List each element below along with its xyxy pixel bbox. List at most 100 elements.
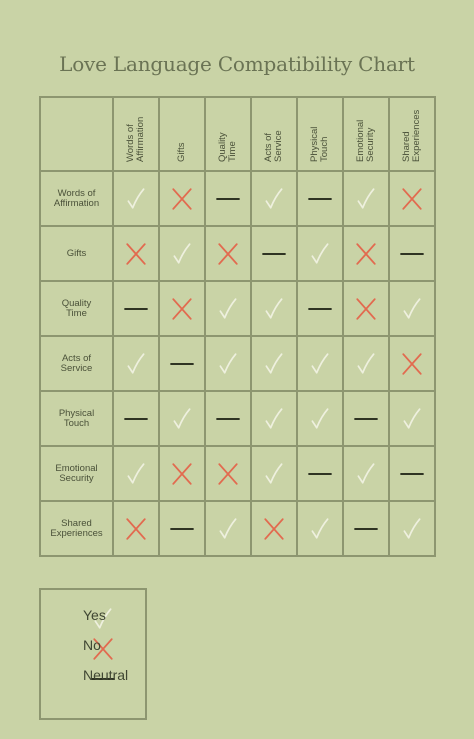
grid-cell xyxy=(158,390,206,447)
grid-cell xyxy=(158,225,206,282)
grid-cell xyxy=(250,170,298,227)
grid-cell xyxy=(388,335,436,392)
dash-icon xyxy=(160,517,204,541)
dash-icon xyxy=(160,352,204,376)
cross-icon xyxy=(390,352,434,376)
dash-icon xyxy=(390,242,434,266)
legend-item-neutral: Neutral xyxy=(41,664,145,688)
column-header: Emotional Security xyxy=(342,96,390,172)
grid-row: Quality Time xyxy=(39,280,436,337)
cross-icon xyxy=(160,297,204,321)
cross-icon xyxy=(344,242,388,266)
row-header: Emotional Security xyxy=(39,445,114,502)
legend: Yes No Neutral xyxy=(39,588,147,720)
cross-icon xyxy=(206,242,250,266)
column-header: Shared Experiences xyxy=(388,96,436,172)
column-header: Words of Affirmation xyxy=(112,96,160,172)
grid-cell xyxy=(250,280,298,337)
header-row: Words of Affirmation Gifts Quality Time … xyxy=(39,96,436,172)
check-icon xyxy=(160,407,204,431)
grid-cell xyxy=(204,500,252,557)
check-icon xyxy=(114,352,158,376)
grid-cell xyxy=(296,335,344,392)
grid-cell xyxy=(112,445,160,502)
check-icon xyxy=(206,517,250,541)
grid-cell xyxy=(250,390,298,447)
grid-cell xyxy=(158,500,206,557)
cross-icon xyxy=(344,297,388,321)
grid-cell xyxy=(250,335,298,392)
grid-cell xyxy=(388,280,436,337)
grid-cell xyxy=(296,390,344,447)
column-header: Quality Time xyxy=(204,96,252,172)
grid-cell xyxy=(204,225,252,282)
grid-cell xyxy=(296,170,344,227)
check-icon xyxy=(160,242,204,266)
row-header: Gifts xyxy=(39,225,114,282)
dash-icon xyxy=(114,407,158,431)
grid-cell xyxy=(388,170,436,227)
check-icon xyxy=(298,407,342,431)
grid-cell xyxy=(204,390,252,447)
grid-row: Gifts xyxy=(39,225,436,282)
check-icon xyxy=(390,407,434,431)
grid-cell xyxy=(112,390,160,447)
grid-cell xyxy=(158,280,206,337)
grid-cell xyxy=(342,390,390,447)
grid-row: Words of Affirmation xyxy=(39,170,436,227)
legend-item-yes: Yes xyxy=(41,604,145,629)
grid-cell xyxy=(112,500,160,557)
dash-icon xyxy=(298,187,342,211)
cross-icon xyxy=(114,517,158,541)
grid-cell xyxy=(342,280,390,337)
grid-cell xyxy=(204,170,252,227)
check-icon xyxy=(252,407,296,431)
grid-cell xyxy=(112,335,160,392)
cross-icon xyxy=(160,462,204,486)
check-icon xyxy=(252,352,296,376)
grid-row: Shared Experiences xyxy=(39,500,436,557)
dash-icon xyxy=(206,407,250,431)
grid-cell xyxy=(250,500,298,557)
grid-cell xyxy=(342,445,390,502)
grid-cell xyxy=(388,390,436,447)
grid-cell xyxy=(112,170,160,227)
grid-cell xyxy=(112,280,160,337)
grid-cell xyxy=(296,280,344,337)
dash-icon xyxy=(344,407,388,431)
grid-cell xyxy=(342,170,390,227)
grid-row: Acts of Service xyxy=(39,335,436,392)
grid-cell xyxy=(204,445,252,502)
column-header: Acts of Service xyxy=(250,96,298,172)
dash-icon xyxy=(344,517,388,541)
row-header: Physical Touch xyxy=(39,390,114,447)
grid-cell xyxy=(204,335,252,392)
column-header: Physical Touch xyxy=(296,96,344,172)
grid-cell xyxy=(342,335,390,392)
cross-icon xyxy=(160,187,204,211)
grid-cell xyxy=(296,500,344,557)
check-icon xyxy=(298,517,342,541)
grid-cell xyxy=(112,225,160,282)
grid-row: Physical Touch xyxy=(39,390,436,447)
grid-cell xyxy=(296,225,344,282)
dash-icon xyxy=(390,462,434,486)
check-icon xyxy=(206,297,250,321)
grid-cell xyxy=(204,280,252,337)
grid-cell xyxy=(250,225,298,282)
dash-icon xyxy=(298,297,342,321)
grid-cell xyxy=(158,170,206,227)
check-icon xyxy=(390,297,434,321)
dash-icon xyxy=(298,462,342,486)
cross-icon xyxy=(206,462,250,486)
legend-label: Neutral xyxy=(83,667,129,683)
legend-label: Yes xyxy=(83,607,106,623)
grid-cell xyxy=(388,500,436,557)
grid-cell xyxy=(158,445,206,502)
grid-cell xyxy=(342,225,390,282)
grid-cell xyxy=(250,445,298,502)
grid-cell xyxy=(388,445,436,502)
check-icon xyxy=(344,352,388,376)
grid-body: Words of Affirmation Gifts Quality Time Act… xyxy=(39,170,436,557)
cross-icon xyxy=(114,242,158,266)
